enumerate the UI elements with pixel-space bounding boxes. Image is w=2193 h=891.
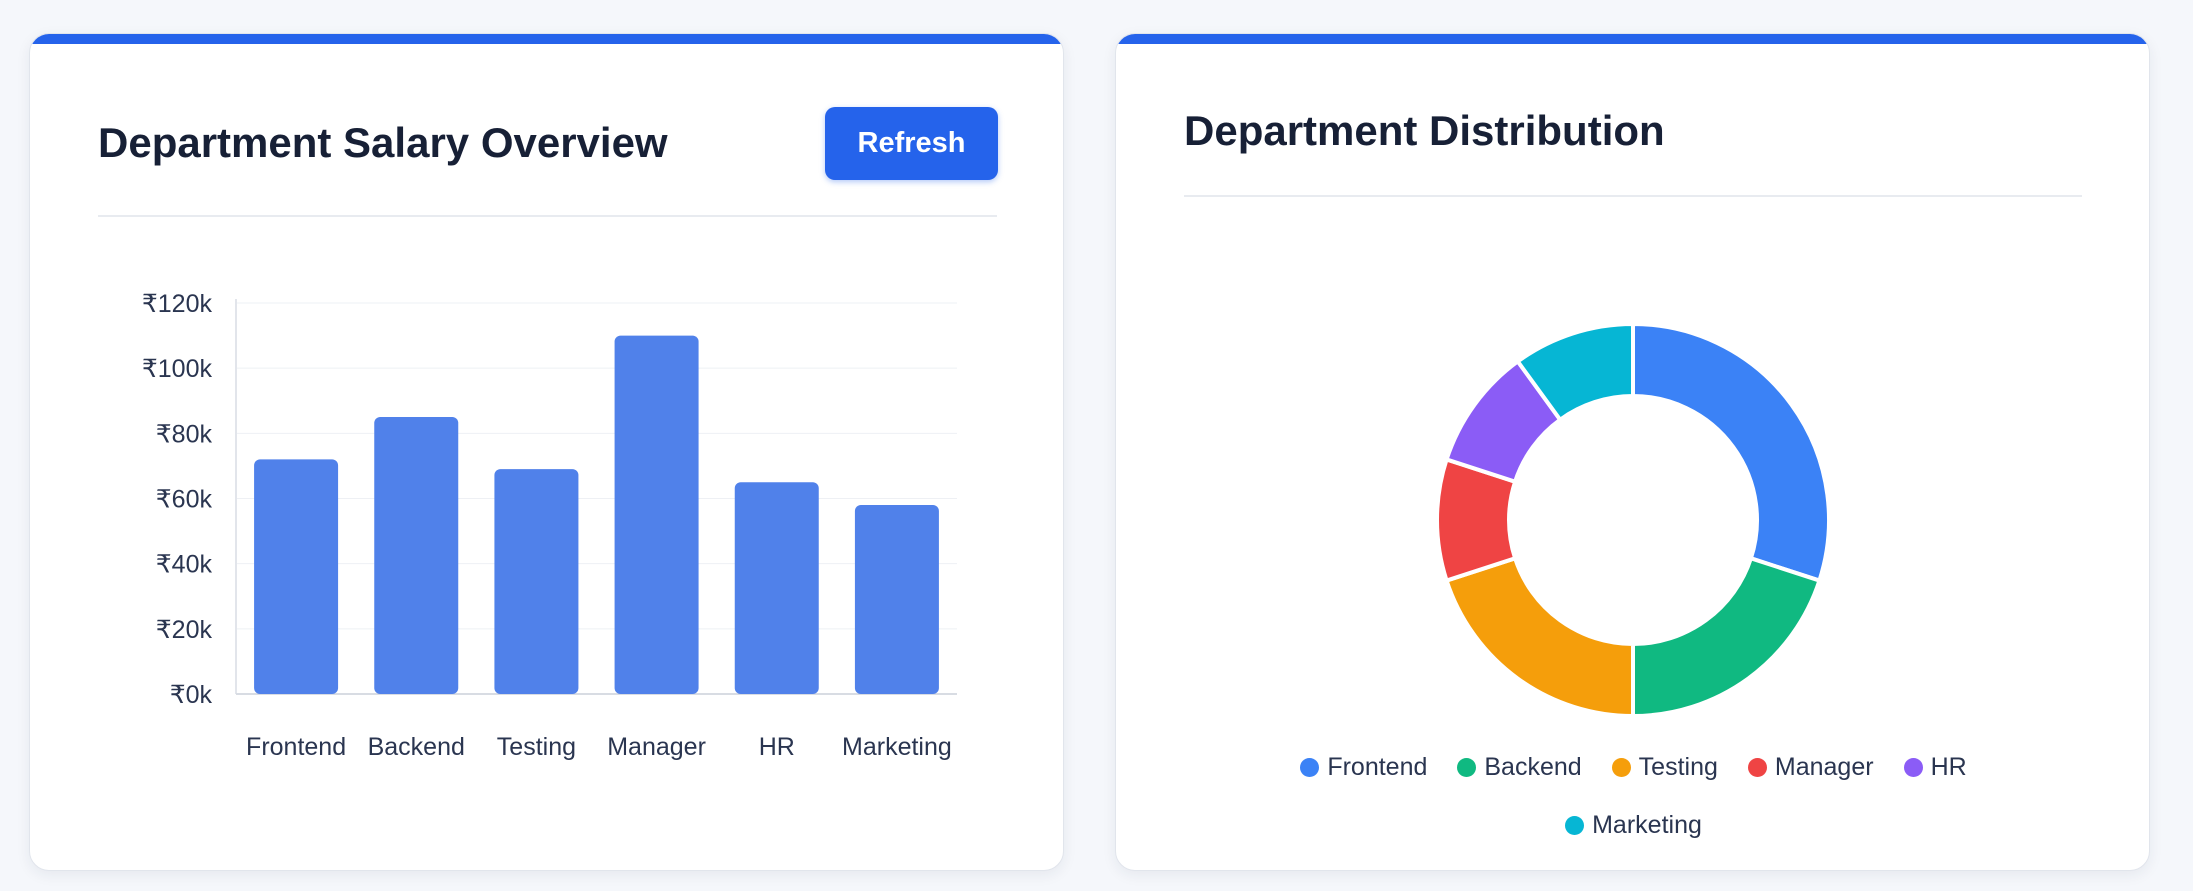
card-divider <box>1184 195 2082 197</box>
bar-hr <box>734 482 819 694</box>
y-tick-label: ₹80k <box>156 420 213 448</box>
x-tick-label: Testing <box>497 733 576 761</box>
donut-slice-testing <box>1444 556 1635 718</box>
x-tick-label: HR <box>759 733 795 761</box>
legend-label: Backend <box>1484 753 1582 781</box>
card-accent-bar <box>30 34 1063 44</box>
y-tick-label: ₹120k <box>142 290 213 318</box>
y-tick-label: ₹100k <box>142 355 213 383</box>
legend-label: Manager <box>1774 753 1874 781</box>
legend-item-backend: Backend <box>1457 750 1582 784</box>
legend-label: Marketing <box>1592 811 1702 839</box>
x-tick-label: Frontend <box>246 733 346 761</box>
card-divider <box>98 215 997 217</box>
legend-swatch <box>1611 757 1631 777</box>
distribution-donut-chart <box>1435 322 1831 718</box>
distribution-card-title: Department Distribution <box>1184 107 1665 154</box>
legend-item-manager: Manager <box>1747 750 1874 784</box>
bar-backend <box>374 417 459 694</box>
department-distribution-card: Department Distribution Frontend Backend T… <box>1115 33 2150 871</box>
bar-testing <box>494 469 579 694</box>
donut-slice-backend <box>1631 556 1822 718</box>
y-tick-label: ₹40k <box>156 551 213 579</box>
legend-label: Frontend <box>1327 753 1428 781</box>
legend-item-testing: Testing <box>1611 750 1718 784</box>
legend-label: HR <box>1930 753 1967 781</box>
legend-swatch <box>1903 757 1923 777</box>
salary-card-title: Department Salary Overview <box>98 119 668 166</box>
legend-swatch <box>1747 757 1767 777</box>
donut-slice-frontend <box>1631 322 1831 583</box>
legend-label: Testing <box>1638 753 1718 781</box>
legend-swatch <box>1457 757 1477 777</box>
y-tick-label: ₹60k <box>156 486 213 514</box>
legend-item-marketing: Marketing <box>1565 808 1702 842</box>
salary-bar-chart: ₹0k ₹20k ₹40k ₹60k ₹80k ₹100k ₹120k Frontend Bac… <box>142 290 957 761</box>
bar-marketing <box>854 505 939 694</box>
donut-slice-marketing <box>1515 322 1635 422</box>
bar-manager <box>614 335 699 694</box>
salary-overview-card: Department Salary Overview Refresh ₹0k ₹2… <box>29 33 1064 871</box>
legend-item-hr: HR <box>1903 750 1967 784</box>
y-tick-label: ₹0k <box>170 681 213 709</box>
legend-swatch <box>1300 757 1320 777</box>
x-tick-label: Manager <box>607 733 706 761</box>
bar-frontend <box>254 459 339 694</box>
card-accent-bar <box>1116 34 2149 44</box>
chart-legend: Frontend Backend Testing Manager HR Marketing <box>1256 750 2011 842</box>
x-tick-label: Marketing <box>842 733 952 761</box>
y-tick-label: ₹20k <box>156 616 213 644</box>
legend-swatch <box>1565 815 1585 835</box>
x-tick-label: Backend <box>368 733 465 761</box>
legend-item-frontend: Frontend <box>1300 750 1427 784</box>
refresh-button[interactable]: Refresh <box>825 107 998 180</box>
